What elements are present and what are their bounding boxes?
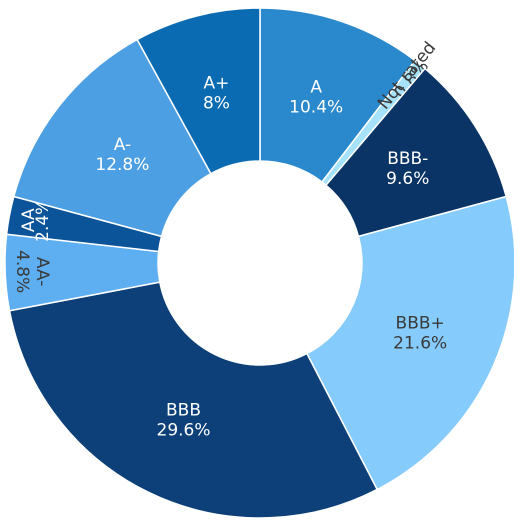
slice bbox=[12, 38, 212, 238]
value-label: 29.6% bbox=[156, 420, 210, 440]
value-label: 2.4% bbox=[33, 199, 53, 242]
category-label: A+ bbox=[204, 73, 230, 93]
category-label: AA- bbox=[32, 257, 52, 287]
category-label: A bbox=[310, 77, 322, 97]
slice bbox=[136, 7, 261, 175]
slice bbox=[8, 281, 379, 519]
value-label: 9.6% bbox=[386, 169, 429, 189]
slice bbox=[259, 7, 417, 184]
category-label: BBB+ bbox=[396, 314, 445, 334]
category-label: A- bbox=[114, 135, 131, 155]
value-label: 21.6% bbox=[393, 334, 447, 354]
value-label: 4.8% bbox=[12, 250, 32, 293]
slice-label: BBB-9.6% bbox=[386, 149, 429, 189]
slice-label: A-12.8% bbox=[95, 135, 149, 175]
slice-label: AA-4.8% bbox=[12, 250, 52, 293]
value-label: 12.8% bbox=[95, 155, 149, 175]
slice-label: A10.4% bbox=[289, 77, 343, 117]
slice-label: AA2.4% bbox=[19, 199, 53, 242]
slice-label: BBB+21.6% bbox=[393, 314, 447, 354]
value-label: 8% bbox=[203, 93, 230, 113]
category-label: BBB- bbox=[387, 149, 428, 169]
value-label: 10.4% bbox=[289, 97, 343, 117]
slice-label: A+8% bbox=[203, 73, 230, 113]
category-label: AA bbox=[19, 208, 39, 232]
category-label: BBB bbox=[166, 400, 201, 420]
